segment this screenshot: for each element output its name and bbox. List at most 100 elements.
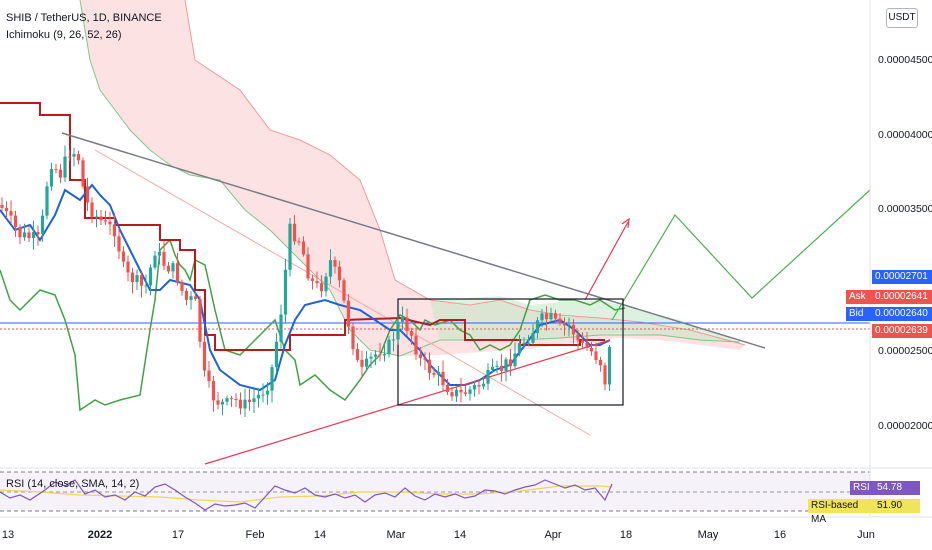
candle-body (126, 261, 130, 273)
candle-body (486, 370, 490, 384)
candle-body (238, 399, 243, 409)
candle-body (337, 266, 342, 281)
rsi-line (0, 479, 613, 511)
candle-body (297, 241, 301, 243)
candle-body (576, 334, 580, 341)
candle-body (202, 341, 207, 371)
candle-body (189, 296, 193, 300)
candle-body (598, 359, 603, 366)
range-box[interactable] (397, 298, 624, 406)
candle-body (499, 365, 504, 371)
candle-body (594, 351, 598, 360)
candle-body (585, 342, 589, 348)
candle-body (162, 251, 166, 266)
time-tick: 13 (1, 529, 15, 541)
candle-body (58, 169, 63, 178)
candle-body (90, 202, 94, 217)
candle-body (567, 324, 571, 326)
candle-body (571, 324, 576, 335)
candle-body (535, 320, 540, 334)
candle-body (166, 265, 171, 272)
rsi-ma-tag: RSI-based MA (808, 499, 874, 525)
candle-body (121, 251, 126, 262)
candle-body (85, 186, 90, 203)
candle-body (103, 220, 108, 222)
rsi-legend[interactable]: RSI (14, close, SMA, 14, 2) (6, 478, 140, 490)
candle-body (252, 398, 256, 402)
descending-trendline[interactable] (61, 132, 766, 349)
projection-arrow-head (621, 217, 630, 229)
candle-body (472, 385, 477, 390)
candle-body (418, 354, 423, 359)
candle-body (414, 335, 418, 355)
price-tick: 0.00002000 (878, 420, 932, 432)
candle-body (405, 317, 409, 332)
candle-body (229, 398, 234, 400)
rsi-tag: RSI (850, 481, 874, 495)
candle-body (310, 278, 315, 281)
candle-body (607, 346, 612, 385)
candle-body (351, 326, 355, 350)
candle-body (49, 169, 54, 187)
senkou-span-a (79, 0, 741, 357)
candle-body (108, 221, 112, 225)
candle-body (261, 394, 265, 396)
candle-body (526, 342, 531, 344)
candle-body (315, 280, 319, 284)
candle-body (468, 389, 472, 394)
candle-body (94, 216, 99, 218)
time-tick: May (697, 529, 719, 541)
candle-body (270, 367, 274, 391)
candle-body (333, 260, 337, 267)
candle-body (436, 371, 441, 375)
candle-body (522, 342, 526, 344)
time-tick: 18 (619, 529, 633, 541)
candle-body (13, 215, 18, 228)
candle-body (18, 227, 22, 238)
ascending-trendline[interactable] (204, 339, 611, 465)
candle-body (301, 241, 306, 255)
candle-body (225, 398, 229, 402)
time-tick: 14 (313, 529, 327, 541)
ichimoku-cloud-bull (430, 296, 740, 342)
candle-body (324, 276, 328, 292)
candle-body (243, 399, 247, 409)
ichimoku-legend[interactable]: Ichimoku (9, 26, 52, 26) (6, 29, 122, 41)
candle-body (234, 399, 238, 401)
candle-body (549, 313, 553, 320)
rsi-pane[interactable] (0, 468, 870, 515)
candle-body (427, 359, 432, 373)
price-pane[interactable] (0, 0, 870, 468)
candle-body (198, 298, 202, 342)
candle-body (216, 400, 220, 405)
last-price-tag: 0.00002701 (872, 270, 932, 284)
candle-body (355, 349, 360, 360)
candle-body (360, 359, 364, 367)
candle-body (81, 160, 85, 187)
candle-body (463, 392, 468, 394)
candle-body (459, 389, 463, 393)
candle-body (211, 381, 216, 401)
candle-body (387, 339, 391, 354)
candle-body (112, 224, 117, 237)
projection-arrow[interactable] (584, 221, 629, 301)
candle-body (4, 207, 9, 212)
candle-body (342, 280, 346, 301)
candle-body (540, 313, 544, 321)
candle-body (27, 232, 31, 239)
candle-body (247, 399, 252, 402)
candle-body (346, 300, 351, 327)
candle-body (432, 372, 436, 375)
symbol-title[interactable]: SHIB / TetherUS, 1D, BINANCE (6, 12, 162, 24)
zigzag-projection[interactable] (611, 189, 871, 321)
bid-label: Bid (846, 307, 872, 321)
candle-body (274, 341, 279, 368)
currency-button[interactable]: USDT (886, 8, 918, 28)
candle-body (175, 263, 180, 283)
candle-body (40, 215, 45, 235)
candle-body (256, 394, 261, 399)
candle-body (22, 232, 27, 238)
candle-body (504, 359, 508, 371)
candle-body (481, 383, 486, 387)
